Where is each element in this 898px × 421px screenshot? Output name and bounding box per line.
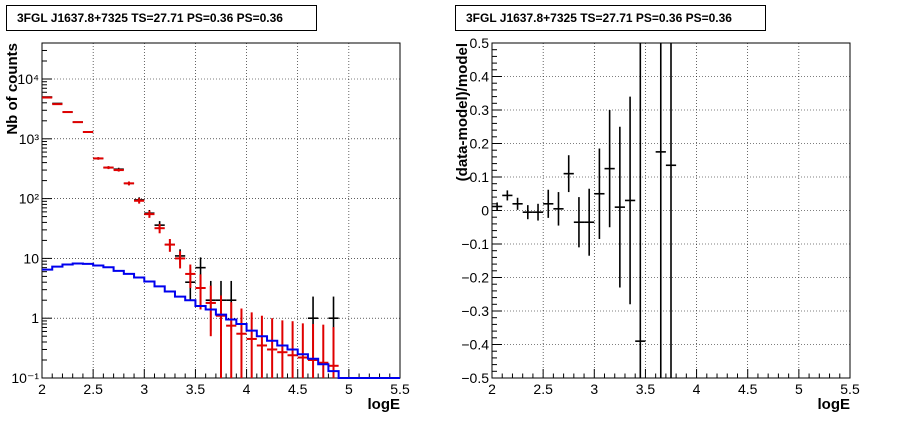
y-tick-label: 0.5 xyxy=(470,35,490,51)
x-axis-label: logE xyxy=(818,396,851,413)
y-tick-label: 10³ xyxy=(19,131,40,147)
y-tick-label: −0.3 xyxy=(461,303,489,319)
x-tick-label: 5.5 xyxy=(390,381,410,397)
x-tick-label: 5.5 xyxy=(840,381,860,397)
x-tick-label: 4 xyxy=(243,381,251,397)
y-tick-label: −0.5 xyxy=(461,370,489,386)
model-component-histogram xyxy=(42,262,400,379)
x-tick-label: 4.5 xyxy=(288,381,308,397)
y-tick-label: 1 xyxy=(31,310,39,326)
y-tick-label: 10⁴ xyxy=(17,71,39,87)
y-tick-label: 10⁻¹ xyxy=(11,370,39,386)
y-tick-label: −0.1 xyxy=(461,236,489,252)
y-tick-label: 0.3 xyxy=(470,102,490,118)
y-tick-label: 10 xyxy=(23,250,39,266)
right-chart-title: 3FGL J1637.8+7325 TS=27.71 PS=0.36 PS=0.… xyxy=(455,5,766,31)
y-tick-label: 0.2 xyxy=(470,136,490,152)
x-tick-label: 5 xyxy=(795,381,803,397)
counts-panel: 2 2.5 3 3.5 4 4.5 5 5.5 10⁻¹ 1 10 10² 10³ 10⁴ logE Nb o… xyxy=(4,42,410,413)
x-tick-label: 4.5 xyxy=(738,381,758,397)
x-tick-label: 5 xyxy=(345,381,353,397)
y-tick-label: −0.4 xyxy=(461,337,489,353)
x-axis-label: logE xyxy=(368,396,401,413)
x-tick-label: 3 xyxy=(140,381,148,397)
x-tick-label: 3.5 xyxy=(636,381,656,397)
x-tick-label: 3.5 xyxy=(186,381,206,397)
x-tick-label: 2.5 xyxy=(83,381,103,397)
y-tick-label: 0.1 xyxy=(470,169,490,185)
left-chart-title: 3FGL J1637.8+7325 TS=27.71 PS=0.36 PS=0.… xyxy=(6,5,317,31)
y-tick-label: 10² xyxy=(19,191,40,207)
y-tick-label: 0 xyxy=(481,203,489,219)
x-tick-label: 4 xyxy=(693,381,701,397)
y-axis-label: (data-model)/model xyxy=(454,43,471,181)
x-tick-label: 2.5 xyxy=(533,381,553,397)
y-tick-label: −0.2 xyxy=(461,270,489,286)
x-tick-label: 3 xyxy=(590,381,598,397)
y-tick-label: 0.4 xyxy=(470,69,490,85)
x-tick-label: 2 xyxy=(38,381,46,397)
y-axis-label: Nb of counts xyxy=(4,43,21,135)
x-tick-label: 2 xyxy=(488,381,496,397)
residuals-panel: 2 2.5 3 3.5 4 4.5 5 5.5 −0.5 −0.4 −0.3 −0.2 −0.1 0 0.1… xyxy=(454,35,860,413)
